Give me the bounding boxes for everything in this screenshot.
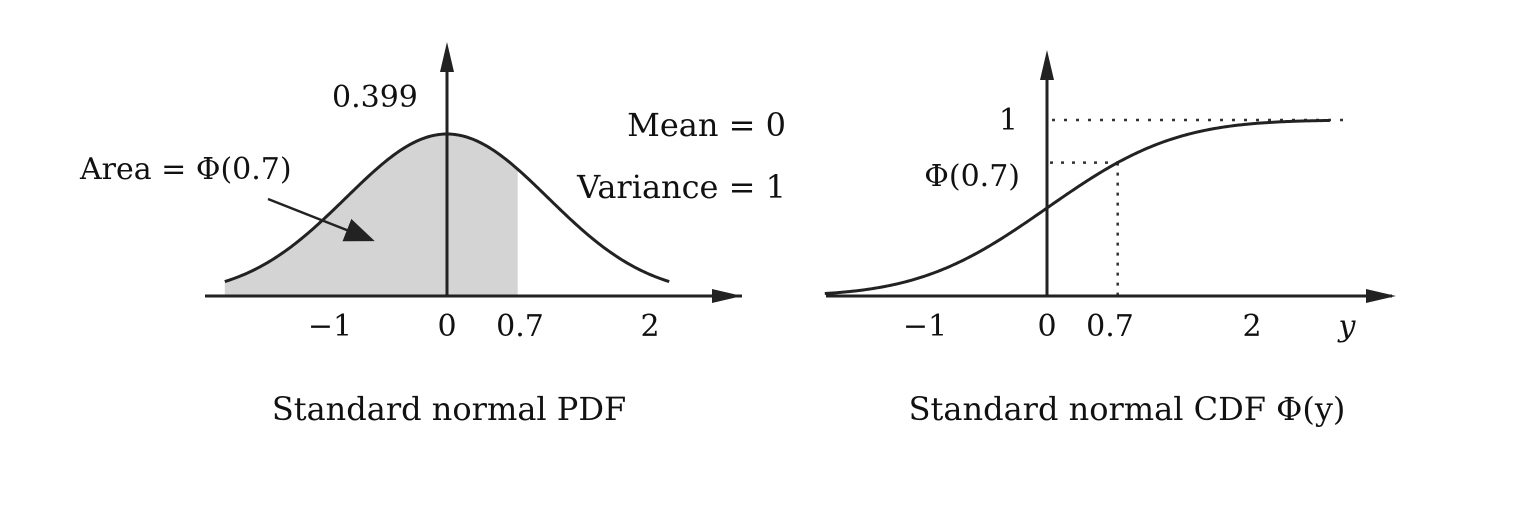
pdf-shaded-area bbox=[224, 134, 518, 296]
pdf-area-pointer bbox=[267, 197, 375, 242]
cdf-tick-label: 0.7 bbox=[1086, 309, 1134, 344]
pdf-panel: 0.399 Mean = 0 Variance = 1 Area = Φ(0.7… bbox=[79, 42, 786, 428]
pdf-tick-label: −1 bbox=[308, 309, 352, 344]
cdf-panel: 1 Φ(0.7) −1 0 0.7 2 y Standard normal CD… bbox=[824, 50, 1396, 428]
cdf-y-axis-arrow bbox=[1040, 50, 1054, 80]
cdf-y-mark-label: Φ(0.7) bbox=[924, 159, 1020, 194]
pdf-variance-label: Variance = 1 bbox=[576, 168, 786, 206]
cdf-title: Standard normal CDF Φ(y) bbox=[909, 390, 1346, 428]
pdf-tick-label: 0.7 bbox=[496, 309, 544, 344]
cdf-tick-label: −1 bbox=[903, 309, 947, 344]
cdf-y-mark-label: 1 bbox=[999, 103, 1018, 138]
pdf-tick-label: 2 bbox=[640, 309, 659, 344]
pdf-peak-label: 0.399 bbox=[332, 80, 418, 115]
pdf-tick-label: 0 bbox=[437, 309, 456, 344]
cdf-x-axis-arrow bbox=[1366, 289, 1396, 303]
cdf-tick-label: 2 bbox=[1242, 309, 1261, 344]
pdf-x-axis-arrow bbox=[712, 289, 742, 303]
cdf-curve bbox=[824, 118, 1330, 296]
cdf-x-axis-label: y bbox=[1337, 309, 1357, 344]
pdf-title: Standard normal PDF bbox=[272, 390, 626, 428]
pdf-mean-label: Mean = 0 bbox=[627, 106, 786, 144]
pdf-y-axis-arrow bbox=[440, 42, 454, 72]
cdf-tick-label: 0 bbox=[1037, 309, 1056, 344]
pdf-area-label: Area = Φ(0.7) bbox=[79, 152, 292, 187]
